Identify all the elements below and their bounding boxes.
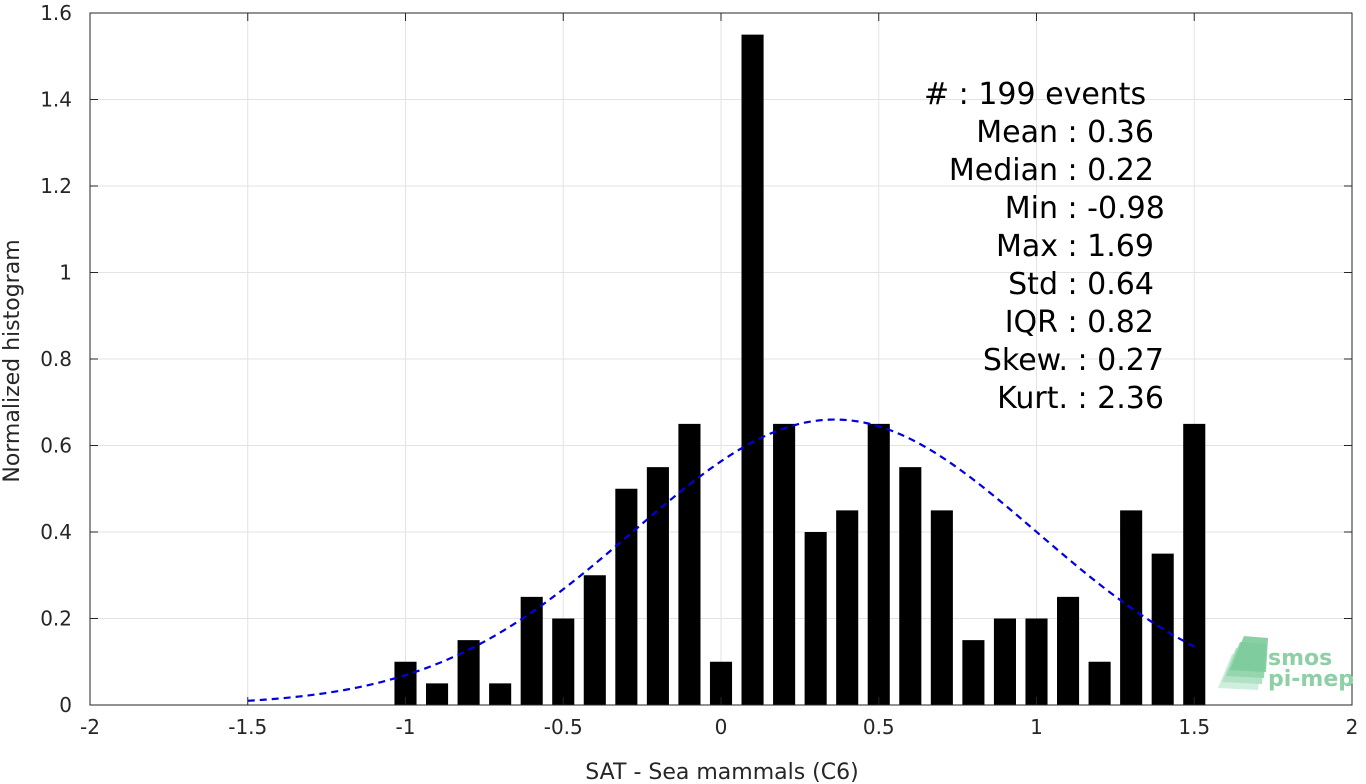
- histogram-bar: [426, 683, 449, 705]
- y-tick-label: 0.2: [40, 607, 72, 631]
- stat-value: : 199 events: [949, 77, 1146, 112]
- stat-label: Mean: [976, 115, 1058, 150]
- logo-text-pi-mep: pi-mep: [1268, 667, 1354, 692]
- x-tick-label: 1.5: [1178, 715, 1210, 739]
- y-tick-label: 0.8: [40, 347, 72, 371]
- histogram-bar: [741, 34, 764, 705]
- histogram-bar: [836, 510, 859, 705]
- smos-pi-mep-logo: smos pi-mep: [1218, 636, 1354, 692]
- y-tick-label: 0: [59, 693, 72, 717]
- stat-row: Skew. : 0.27: [983, 343, 1164, 378]
- histogram-bar: [646, 467, 669, 705]
- stat-value: : -0.98: [1058, 191, 1165, 226]
- y-tick-label: 0.4: [40, 520, 72, 544]
- stat-row: Kurt. : 2.36: [997, 381, 1164, 416]
- histogram-bar: [678, 423, 701, 705]
- y-axis-label: Normalized histogram: [0, 239, 25, 482]
- stat-value: : 2.36: [1068, 381, 1164, 416]
- x-tick-label: -2: [80, 715, 100, 739]
- normal-fit-curve: [247, 418, 1195, 702]
- x-tick-label: -1: [396, 715, 416, 739]
- histogram-bar: [394, 661, 417, 705]
- stat-row: Std : 0.64: [1008, 267, 1154, 302]
- histogram-bar: [867, 423, 890, 705]
- x-axis-label: SAT - Sea mammals (C6): [585, 760, 858, 784]
- y-tick-label: 1.6: [40, 1, 72, 25]
- histogram-bars: [394, 34, 1206, 705]
- histogram-bar: [773, 423, 796, 705]
- y-tick-label: 1: [59, 261, 72, 285]
- axis-ticks: [89, 12, 1353, 706]
- stat-value: : 0.64: [1058, 267, 1154, 302]
- stat-row: Mean : 0.36: [976, 115, 1154, 150]
- histogram-bar: [993, 618, 1016, 705]
- stat-value: : 1.69: [1058, 229, 1154, 264]
- stat-label: Min: [1005, 191, 1058, 226]
- y-tick-label: 1.4: [40, 88, 72, 112]
- histogram-bar: [899, 467, 922, 705]
- histogram-bar: [1057, 596, 1080, 705]
- histogram-bar: [804, 532, 827, 705]
- stat-row: Max : 1.69: [996, 229, 1154, 264]
- histogram-bar: [1183, 423, 1206, 705]
- normal-fit-line: [247, 418, 1195, 702]
- x-tick-label: 2: [1346, 715, 1359, 739]
- stat-label: Std: [1008, 267, 1058, 302]
- x-tick-label: 0.5: [863, 715, 895, 739]
- stat-row: IQR : 0.82: [1005, 305, 1154, 340]
- histogram-bar: [520, 596, 543, 705]
- histogram-bar: [1088, 661, 1111, 705]
- histogram-bar: [583, 575, 606, 705]
- stat-label: Kurt.: [997, 381, 1068, 416]
- logo-layers-icon: [1218, 636, 1268, 690]
- histogram-bar: [709, 661, 733, 705]
- stat-value: : 0.22: [1058, 153, 1154, 188]
- x-tick-label: 1: [1030, 715, 1043, 739]
- stat-label: #: [924, 77, 949, 112]
- stat-row: Min : -0.98: [1005, 191, 1165, 226]
- histogram-bar: [489, 683, 512, 705]
- stat-value: : 0.27: [1068, 343, 1164, 378]
- histogram-bar: [615, 488, 638, 705]
- stat-value: : 0.36: [1058, 115, 1154, 150]
- y-tick-label: 0.6: [40, 434, 72, 458]
- stat-label: Median: [949, 153, 1058, 188]
- y-tick-label: 1.2: [40, 174, 72, 198]
- x-tick-label: -1.5: [228, 715, 267, 739]
- x-tick-label: -0.5: [544, 715, 583, 739]
- logo-text-smos: smos: [1268, 646, 1332, 671]
- stat-value: : 0.82: [1058, 305, 1154, 340]
- stat-row: Median : 0.22: [949, 153, 1154, 188]
- histogram-bar: [962, 640, 985, 705]
- stat-label: Max: [996, 229, 1058, 264]
- histogram-bar: [1025, 618, 1048, 705]
- histogram-bar: [930, 510, 953, 705]
- histogram-bar: [552, 618, 575, 705]
- histogram-bar: [457, 640, 480, 705]
- x-tick-label: 0: [715, 715, 728, 739]
- stat-label: Skew.: [983, 343, 1068, 378]
- stat-row: # : 199 events: [924, 77, 1146, 112]
- axis-tick-labels: -2 -1.5 -1 -0.5 0 0.5 1 1.5 2 0 0.2 0.4 0.6 0.8 1 1.2 1.…: [40, 1, 1358, 739]
- stat-label: IQR: [1005, 305, 1058, 340]
